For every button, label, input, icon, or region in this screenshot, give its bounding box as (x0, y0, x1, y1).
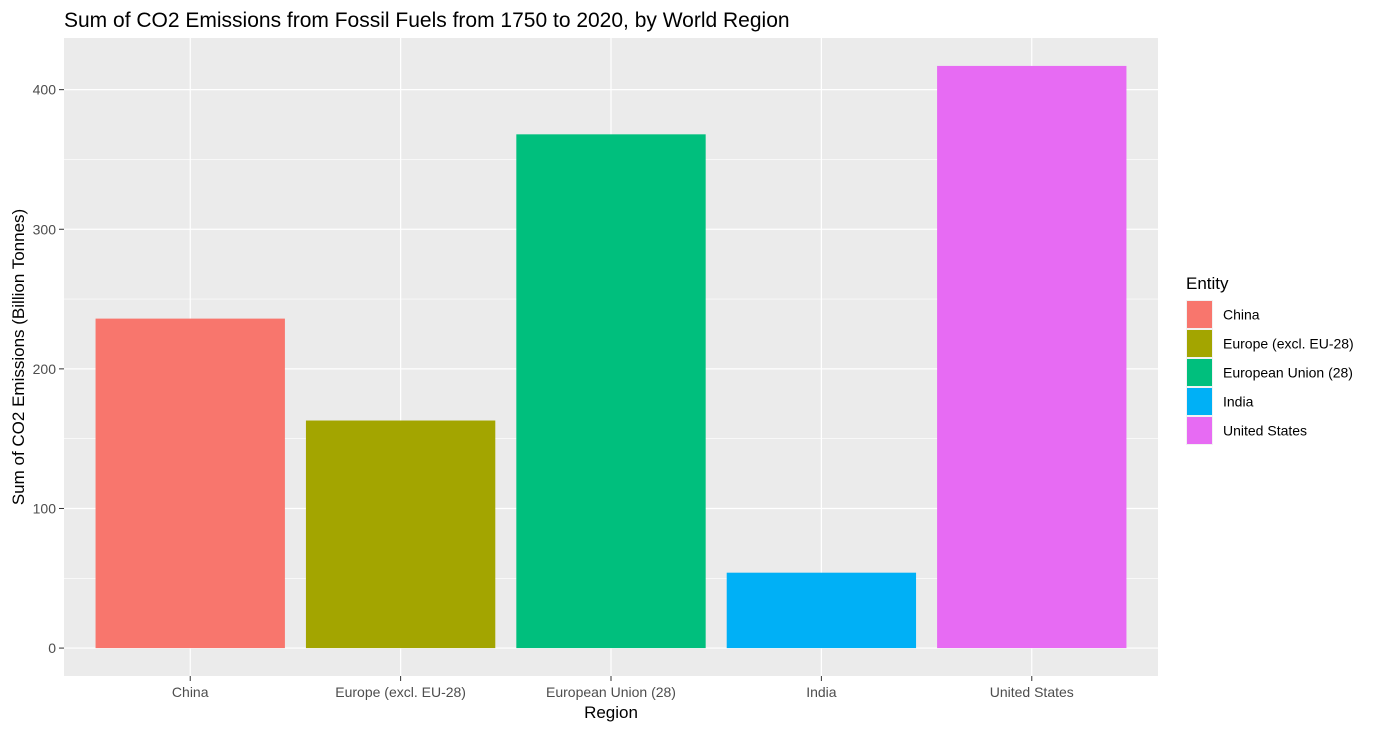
legend: Entity China Europe (excl. EU-28) European… (1186, 274, 1354, 445)
y-tick-label: 0 (48, 640, 56, 656)
legend-key-swatch (1187, 417, 1212, 444)
bar (726, 572, 917, 649)
bar (95, 318, 285, 649)
x-tick-label: India (806, 684, 837, 700)
y-axis-ticks: 0 100 200 300 400 (33, 82, 64, 656)
x-tick-label: China (172, 684, 209, 700)
legend-label: China (1223, 307, 1260, 323)
bar (305, 420, 496, 649)
chart-title: Sum of CO2 Emissions from Fossil Fuels f… (64, 9, 790, 32)
legend-title: Entity (1186, 274, 1229, 293)
legend-key-swatch (1187, 359, 1212, 386)
y-tick-label: 200 (33, 361, 57, 377)
legend-key-swatch (1187, 388, 1212, 415)
legend-label: European Union (28) (1223, 365, 1353, 381)
legend-label: Europe (excl. EU-28) (1223, 336, 1354, 352)
x-axis-ticks: China Europe (excl. EU-28) European Union … (172, 676, 1074, 700)
bars (95, 65, 1127, 649)
legend-key-swatch (1187, 330, 1212, 357)
y-axis-title: Sum of CO2 Emissions (Billion Tonnes) (9, 209, 28, 505)
x-tick-label: United States (990, 684, 1074, 700)
bar (937, 65, 1127, 649)
bar (516, 134, 706, 649)
legend-items: China Europe (excl. EU-28) European Union … (1186, 300, 1354, 445)
x-axis-title: Region (584, 703, 638, 722)
legend-label: India (1223, 394, 1254, 410)
y-tick-label: 400 (33, 82, 57, 98)
y-tick-label: 100 (33, 500, 57, 516)
x-tick-label: Europe (excl. EU-28) (335, 684, 466, 700)
x-tick-label: European Union (28) (546, 684, 676, 700)
y-tick-label: 300 (33, 221, 57, 237)
legend-label: United States (1223, 423, 1307, 439)
legend-key-swatch (1187, 301, 1212, 328)
